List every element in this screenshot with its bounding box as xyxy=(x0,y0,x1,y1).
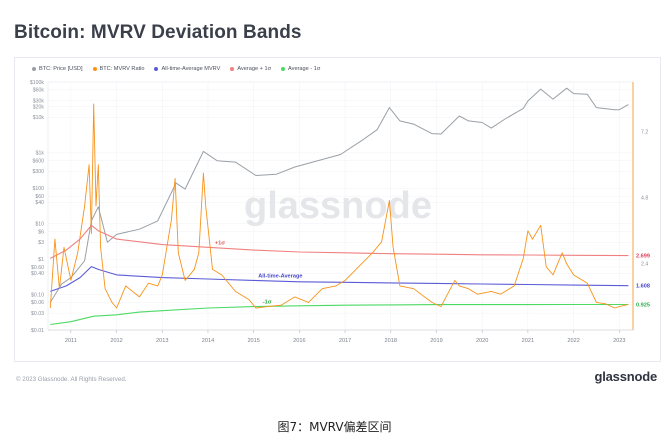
figure-caption: 图7：MVRV偏差区间 xyxy=(0,418,669,435)
watermark-glassnode: glassnode xyxy=(244,185,432,227)
x-tick-label: 2022 xyxy=(567,338,579,344)
y-left-tick-label: $40 xyxy=(35,200,44,206)
y-left-tick-label: $60k xyxy=(33,88,45,94)
y-right-tick-label: 2.4 xyxy=(641,262,648,268)
annotation-plus-1-sigma: +1σ xyxy=(215,241,225,247)
x-tick-label: 2014 xyxy=(202,338,214,344)
end-label-lower-band: 0.925 xyxy=(636,303,650,309)
x-tick-label: 2020 xyxy=(476,338,488,344)
x-tick-label: 2019 xyxy=(430,338,442,344)
x-tick-label: 2016 xyxy=(293,338,305,344)
annotation-minus-1-sigma: -1σ xyxy=(263,299,272,305)
y-left-tick-label: $0.03 xyxy=(31,311,44,317)
y-left-tick-label: $0.06 xyxy=(31,300,44,306)
x-tick-label: 2023 xyxy=(613,338,625,344)
y-left-tick-label: $0.60 xyxy=(31,265,44,271)
y-left-tick-label: $10k xyxy=(33,115,45,121)
y-left-tick-label: $3 xyxy=(38,240,44,246)
y-left-tick-label: $300 xyxy=(32,169,44,175)
glassnode-logo[interactable]: glassnode xyxy=(595,369,658,384)
annotation-all-time-average: All-time-Average xyxy=(258,274,302,280)
y-left-tick-label: $100k xyxy=(30,80,45,86)
end-label-mean: 1.608 xyxy=(636,284,650,290)
y-left-tick-label: $100 xyxy=(32,186,44,192)
y-left-tick-label: $60 xyxy=(35,194,44,200)
y-left-tick-label: $20k xyxy=(33,105,45,111)
y-right-tick-label: 7.2 xyxy=(641,129,648,135)
x-tick-label: 2015 xyxy=(247,338,259,344)
chart-card: Bitcoin: MVRV Deviation Bands BTC: Price… xyxy=(0,0,669,402)
y-left-tick-label: $6 xyxy=(38,229,44,235)
y-left-tick-label: $1k xyxy=(36,151,45,157)
y-left-tick-label: $600 xyxy=(32,159,44,165)
x-tick-label: 2011 xyxy=(65,338,77,344)
y-left-tick-label: $10 xyxy=(35,222,44,228)
y-left-tick-label: $0.40 xyxy=(31,271,44,277)
x-tick-label: 2012 xyxy=(110,338,122,344)
end-label-upper-band: 2.699 xyxy=(636,254,650,260)
mvrv-chart: glassnode $100k $60k $30k$20k $10k $1k $600 $3… xyxy=(0,0,669,402)
x-tick-label: 2017 xyxy=(339,338,351,344)
x-tick-label: 2013 xyxy=(156,338,168,344)
x-tick-label: 2018 xyxy=(385,338,397,344)
x-tick-label: 2021 xyxy=(522,338,534,344)
series-line-mean xyxy=(50,267,628,292)
y-left-tick-label: $0.10 xyxy=(31,292,44,298)
y-left-tick-label: $30k xyxy=(33,98,45,104)
y-left-tick-label: $1 xyxy=(38,257,44,263)
y-right-tick-label: 4.8 xyxy=(641,196,648,202)
series-line-lower-band xyxy=(50,305,628,325)
copyright-text: © 2023 Glassnode. All Rights Reserved. xyxy=(16,376,127,383)
y-left-tick-label: $0.01 xyxy=(31,328,44,334)
